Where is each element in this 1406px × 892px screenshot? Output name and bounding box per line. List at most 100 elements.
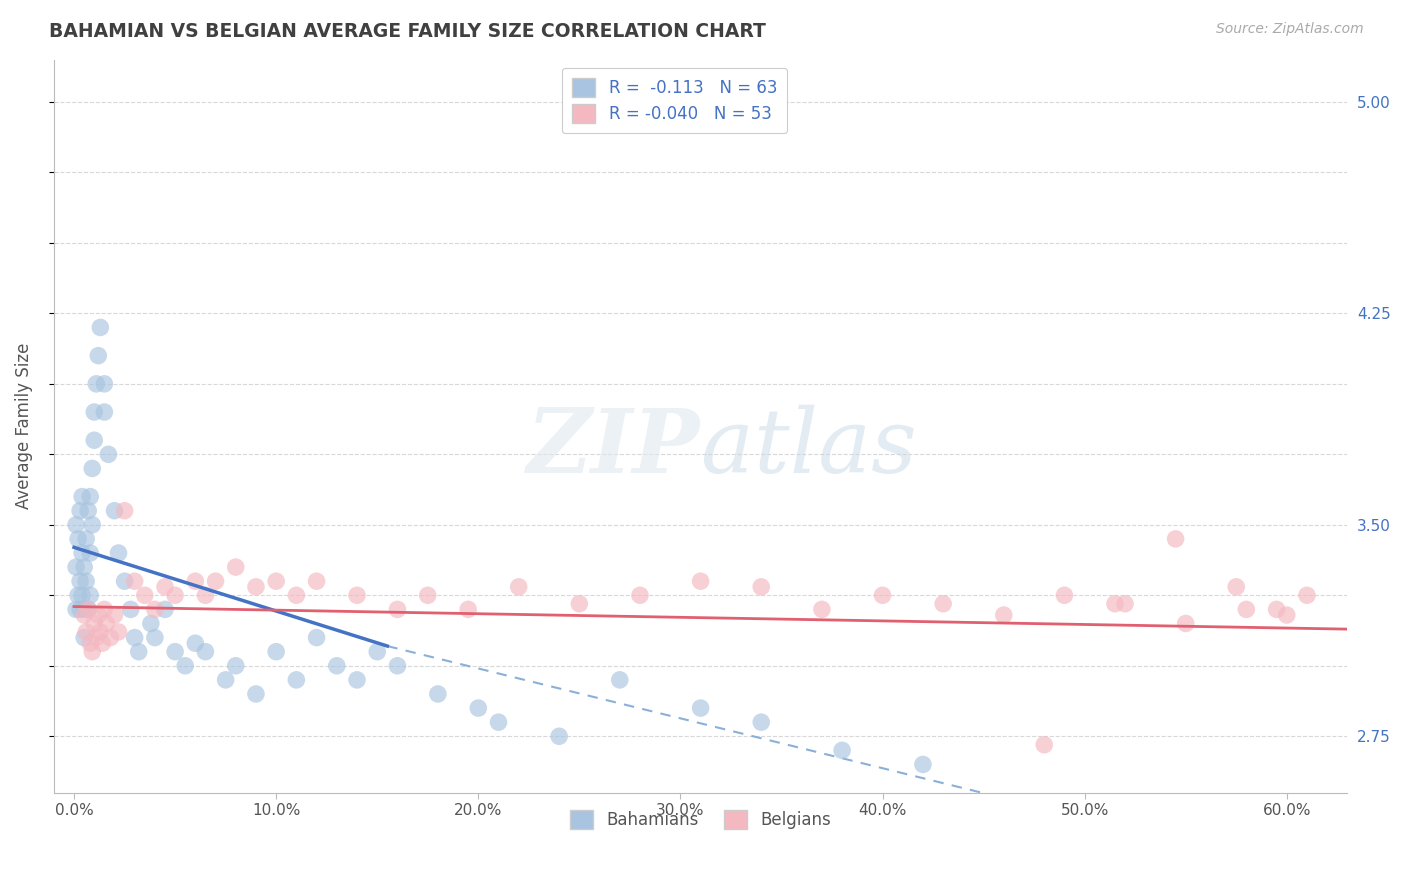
- Point: [264, 574, 287, 589]
- Point: [609, 673, 631, 687]
- Point: [83, 405, 105, 419]
- Text: Source: ZipAtlas.com: Source: ZipAtlas.com: [1216, 22, 1364, 37]
- Point: [91, 636, 114, 650]
- Point: [69, 602, 91, 616]
- Point: [124, 574, 146, 589]
- Point: [153, 580, 176, 594]
- Point: [264, 645, 287, 659]
- Point: [79, 546, 101, 560]
- Point: [749, 580, 772, 594]
- Point: [174, 658, 197, 673]
- Text: BAHAMIAN VS BELGIAN AVERAGE FAMILY SIZE CORRELATION CHART: BAHAMIAN VS BELGIAN AVERAGE FAMILY SIZE …: [49, 22, 766, 41]
- Point: [508, 580, 530, 594]
- Point: [225, 560, 247, 574]
- Point: [1234, 602, 1257, 616]
- Point: [84, 376, 107, 391]
- Point: [689, 574, 711, 589]
- Point: [194, 645, 217, 659]
- Point: [993, 607, 1015, 622]
- Point: [82, 517, 104, 532]
- Point: [114, 504, 136, 518]
- Point: [87, 349, 110, 363]
- Point: [194, 588, 217, 602]
- Point: [89, 624, 111, 639]
- Point: [124, 631, 146, 645]
- Point: [70, 588, 93, 602]
- Point: [184, 636, 207, 650]
- Point: [70, 546, 93, 560]
- Point: [73, 560, 96, 574]
- Point: [114, 574, 136, 589]
- Point: [139, 616, 162, 631]
- Point: [67, 532, 90, 546]
- Legend: Bahamians, Belgians: Bahamians, Belgians: [564, 803, 838, 836]
- Point: [1053, 588, 1076, 602]
- Point: [79, 588, 101, 602]
- Point: [165, 645, 187, 659]
- Point: [93, 376, 115, 391]
- Point: [1225, 580, 1247, 594]
- Point: [467, 701, 489, 715]
- Point: [143, 602, 166, 616]
- Point: [548, 729, 571, 743]
- Point: [214, 673, 236, 687]
- Point: [568, 597, 591, 611]
- Point: [1033, 738, 1056, 752]
- Point: [82, 461, 104, 475]
- Point: [100, 631, 122, 645]
- Point: [67, 588, 90, 602]
- Point: [93, 602, 115, 616]
- Point: [75, 574, 97, 589]
- Text: atlas: atlas: [700, 405, 917, 491]
- Point: [749, 715, 772, 730]
- Point: [1174, 616, 1197, 631]
- Point: [120, 602, 142, 616]
- Point: [184, 574, 207, 589]
- Point: [225, 658, 247, 673]
- Point: [387, 658, 409, 673]
- Point: [77, 504, 100, 518]
- Point: [204, 574, 226, 589]
- Point: [73, 607, 96, 622]
- Point: [83, 616, 105, 631]
- Point: [911, 757, 934, 772]
- Point: [346, 673, 368, 687]
- Point: [932, 597, 955, 611]
- Point: [1275, 607, 1298, 622]
- Point: [128, 645, 150, 659]
- Point: [488, 715, 510, 730]
- Point: [107, 546, 129, 560]
- Point: [1104, 597, 1126, 611]
- Point: [1114, 597, 1136, 611]
- Point: [285, 673, 308, 687]
- Point: [305, 631, 328, 645]
- Point: [831, 743, 853, 757]
- Point: [153, 602, 176, 616]
- Point: [457, 602, 479, 616]
- Point: [326, 658, 349, 673]
- Point: [82, 645, 104, 659]
- Point: [69, 574, 91, 589]
- Point: [426, 687, 449, 701]
- Point: [1265, 602, 1288, 616]
- Point: [79, 636, 101, 650]
- Point: [65, 560, 87, 574]
- Point: [366, 645, 388, 659]
- Point: [87, 607, 110, 622]
- Point: [811, 602, 834, 616]
- Text: ZIP: ZIP: [527, 405, 700, 491]
- Point: [69, 504, 91, 518]
- Point: [165, 588, 187, 602]
- Point: [346, 588, 368, 602]
- Point: [1164, 532, 1187, 546]
- Point: [245, 580, 267, 594]
- Point: [70, 490, 93, 504]
- Point: [79, 490, 101, 504]
- Point: [387, 602, 409, 616]
- Point: [97, 447, 120, 461]
- Point: [75, 624, 97, 639]
- Point: [628, 588, 651, 602]
- Point: [75, 532, 97, 546]
- Point: [77, 602, 100, 616]
- Point: [285, 588, 308, 602]
